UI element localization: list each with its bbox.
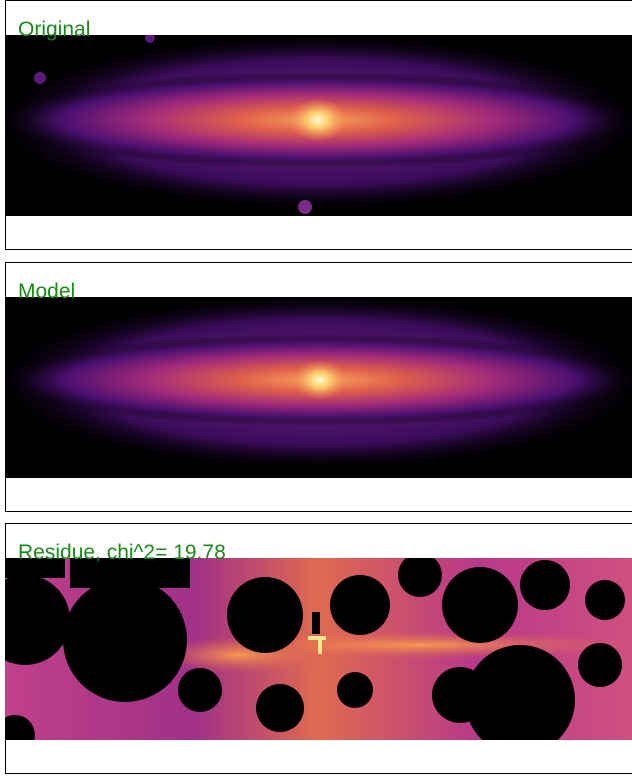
panel-title: Model [18, 280, 75, 303]
page: Original Model [0, 0, 632, 777]
image-original [0, 32, 632, 216]
panel-title: Original [18, 18, 90, 41]
image-model [0, 292, 632, 478]
image-residue [0, 553, 632, 755]
panel-title: Residue, chi^2= 19.78 [18, 541, 226, 564]
figure: Original Model [0, 0, 632, 777]
